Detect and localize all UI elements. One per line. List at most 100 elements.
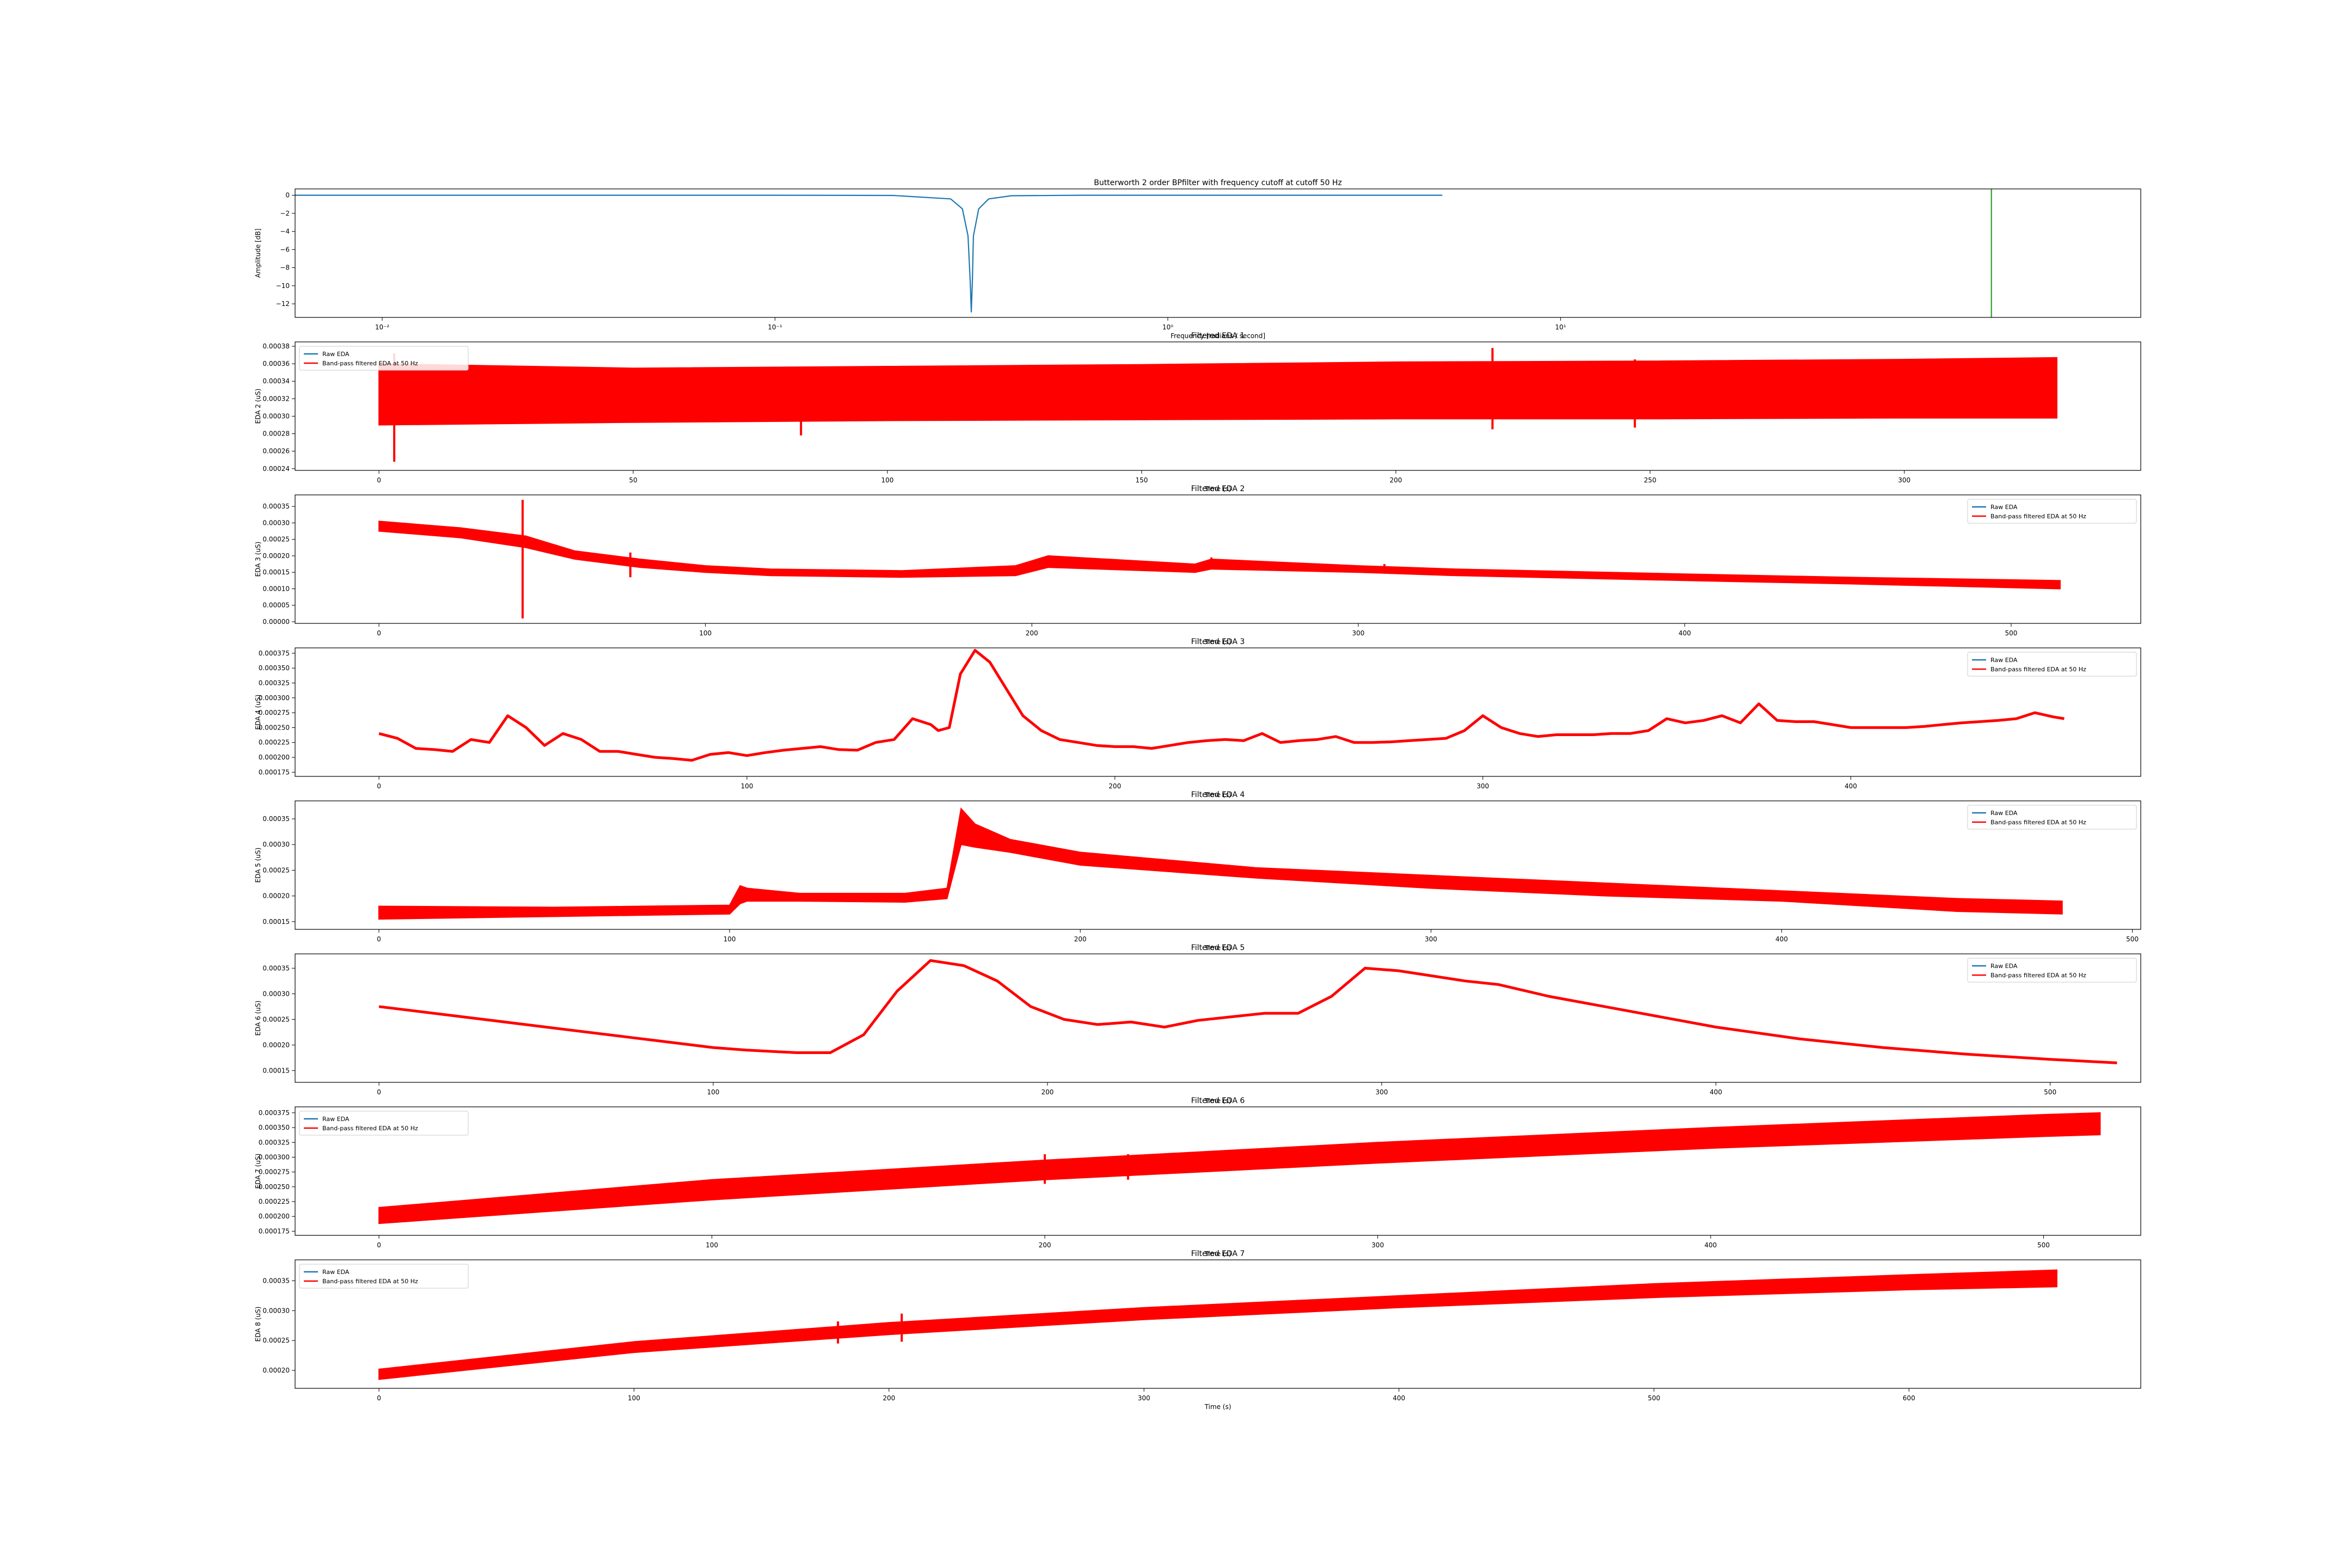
legend-box	[1967, 499, 2137, 524]
legend: Raw EDA Band-pass filtered EDA at 50 Hz	[1967, 499, 2137, 524]
chart-panel-7: 0 100 200 300 400 500 0.000175 0.000200 0.000225…	[254, 1097, 2141, 1258]
series-band	[378, 357, 2057, 426]
y-tick-label: 0.00005	[262, 602, 290, 609]
legend-label: Band-pass filtered EDA at 50 Hz	[1990, 513, 2086, 520]
legend-label: Band-pass filtered EDA at 50 Hz	[322, 1278, 418, 1285]
x-tick-label: 200	[1041, 1088, 1054, 1096]
legend-label: Raw EDA	[322, 1269, 350, 1276]
legend-box	[1967, 958, 2137, 983]
axes-frame	[295, 1259, 2141, 1389]
chart-title: Filtered EDA 6	[1191, 1097, 1245, 1105]
axes-frame	[295, 341, 2141, 471]
axes-frame	[295, 494, 2141, 624]
x-tick-label: 500	[2126, 935, 2139, 943]
x-tick-label: 400	[1705, 1241, 1717, 1249]
chart-panel-5: 0 100 200 300 400 500 0.00015 0.00020 0.00025 0.0…	[254, 791, 2141, 952]
y-axis-label: EDA 8 (uS)	[254, 1307, 262, 1342]
plot-area	[378, 348, 2057, 462]
legend-box	[1967, 805, 2137, 830]
chart-panel-6: 0 100 200 300 400 500 0.00015 0.00020 0.00025 0.0…	[254, 944, 2141, 1105]
x-tick-label: 300	[1898, 476, 1910, 484]
x-tick-label: 0	[377, 782, 381, 790]
chart-panel-1: 10⁻² 10⁻¹ 10⁰ 10¹ 0 −2 −4 −6 −8 −10 −12 Butterworth…	[254, 179, 2141, 340]
x-tick-label: 0	[377, 629, 381, 637]
series-line	[378, 959, 2117, 1064]
legend: Raw EDA Band-pass filtered EDA at 50 Hz	[1967, 805, 2137, 830]
x-tick-label: 400	[1393, 1394, 1405, 1402]
x-tick-label: 10¹	[1555, 323, 1566, 331]
plot-area	[378, 807, 2063, 920]
x-tick-label: 300	[1371, 1241, 1384, 1249]
y-axis-label: EDA 7 (uS)	[254, 1154, 262, 1189]
axes-frame	[295, 953, 2141, 1083]
plot-area	[378, 959, 2117, 1064]
y-tick-label: 0.00020	[262, 892, 290, 900]
legend-label: Raw EDA	[1990, 504, 2018, 511]
chart-title: Filtered EDA 2	[1191, 485, 1245, 493]
legend: Raw EDA Band-pass filtered EDA at 50 Hz	[1967, 958, 2137, 983]
legend-box	[299, 1264, 469, 1289]
x-tick-label: 500	[2037, 1241, 2050, 1249]
x-tick-label: 200	[1026, 629, 1038, 637]
x-tick-label: 300	[1138, 1394, 1150, 1402]
legend-box	[299, 346, 469, 371]
x-tick-label: 0	[377, 1394, 381, 1402]
x-tick-label: 100	[707, 1088, 720, 1096]
y-tick-label: −8	[280, 264, 290, 272]
legend: Raw EDA Band-pass filtered EDA at 50 Hz	[299, 346, 469, 371]
panels: 10⁻² 10⁻¹ 10⁰ 10¹ 0 −2 −4 −6 −8 −10 −12 Butterworth…	[254, 179, 2141, 1411]
legend-label: Band-pass filtered EDA at 50 Hz	[1990, 666, 2086, 673]
x-tick-label: 200	[883, 1394, 895, 1402]
axes-frame	[295, 647, 2141, 777]
x-tick-label: 600	[1903, 1394, 1915, 1402]
series-1	[378, 1269, 2057, 1380]
y-tick-label: 0.00034	[262, 377, 290, 385]
series-line	[378, 648, 2065, 762]
x-tick-label: 500	[2005, 629, 2018, 637]
series-1	[378, 959, 2117, 1064]
y-tick-label: 0.000325	[259, 1138, 290, 1146]
y-tick-label: 0.00030	[262, 1307, 290, 1314]
legend-label: Raw EDA	[1990, 963, 2018, 970]
x-tick-label: 100	[881, 476, 894, 484]
x-tick-label: 100	[706, 1241, 718, 1249]
chart-title: Filtered EDA 4	[1191, 791, 1245, 799]
chart-panel-3: 0 100 200 300 400 500 0.00000 0.00005 0.00010 0.0…	[254, 485, 2141, 646]
y-tick-label: 0.00024	[262, 465, 290, 473]
y-tick-label: −2	[280, 210, 290, 217]
x-tick-label: 100	[628, 1394, 640, 1402]
y-tick-label: 0.00035	[262, 503, 290, 510]
y-tick-label: 0.00010	[262, 585, 290, 592]
legend-box	[299, 1111, 469, 1136]
x-axis-label: Time (s)	[1204, 791, 1232, 799]
x-tick-label: 250	[1644, 476, 1656, 484]
y-tick-label: 0.000275	[259, 1168, 290, 1176]
legend-label: Raw EDA	[1990, 810, 2018, 817]
x-tick-label: 300	[1425, 935, 1437, 943]
x-tick-label: 100	[699, 629, 712, 637]
series-band	[378, 520, 2061, 590]
x-axis-label: Time (s)	[1204, 1097, 1232, 1105]
x-tick-label: 300	[1375, 1088, 1388, 1096]
x-tick-label: 200	[1108, 782, 1121, 790]
x-axis-label: Time (s)	[1204, 485, 1232, 493]
y-tick-label: 0.000250	[259, 724, 290, 731]
x-tick-label: 300	[1477, 782, 1489, 790]
legend-label: Raw EDA	[322, 1116, 350, 1123]
y-tick-label: 0.00028	[262, 430, 290, 438]
y-tick-label: 0.00015	[262, 918, 290, 926]
x-tick-label: 10⁻²	[375, 323, 390, 331]
y-tick-label: 0.000225	[259, 1198, 290, 1205]
y-axis-label: Amplitude [dB]	[254, 229, 262, 278]
plot-area	[378, 1269, 2057, 1380]
series-band	[378, 1112, 2101, 1224]
y-tick-label: 0.00025	[262, 536, 290, 543]
y-tick-label: 0.000300	[259, 1153, 290, 1161]
y-tick-label: 0.000325	[259, 679, 290, 687]
x-tick-label: 400	[1710, 1088, 1722, 1096]
x-axis-label: Time (s)	[1204, 638, 1232, 646]
x-tick-label: 0	[377, 1241, 381, 1249]
chart-panel-8: 0 100 200 300 400 500 600 0.00020 0.00025 0.00030…	[254, 1250, 2141, 1411]
y-tick-label: 0.00000	[262, 618, 290, 626]
